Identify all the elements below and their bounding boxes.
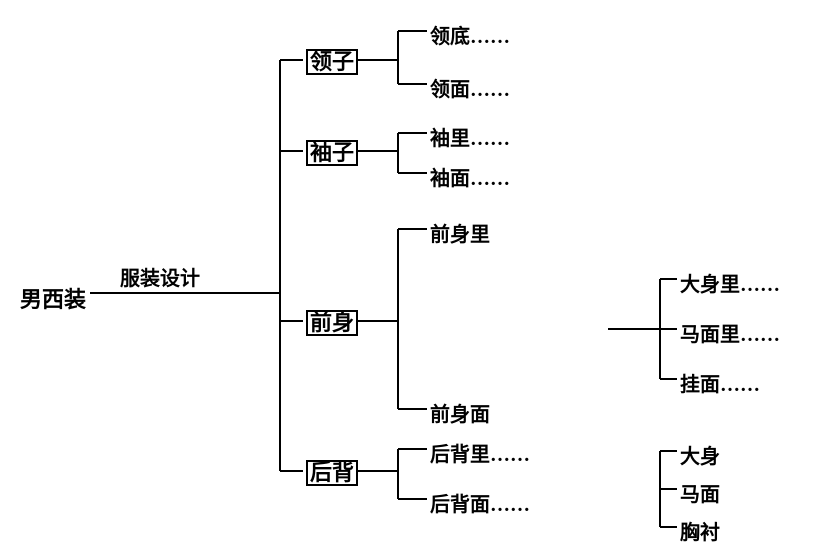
tree-node-l1: 领底…… <box>430 20 510 49</box>
tree-node-l3: 袖里…… <box>430 122 510 151</box>
tree-node-l6: 前身面 <box>430 398 490 427</box>
tree-node-l4: 袖面…… <box>430 162 510 191</box>
tree-node-l7: 后背里…… <box>430 438 530 467</box>
tree-node-l2: 领面…… <box>430 73 510 102</box>
tree-node-n3: 前身 <box>306 310 358 336</box>
tree-node-n4: 后背 <box>306 460 358 486</box>
tree-node-r1: 大身里…… <box>680 268 780 297</box>
tree-node-r4: 大身 <box>680 440 720 469</box>
tree-node-l8: 后背面…… <box>430 488 530 517</box>
tree-node-n1: 领子 <box>306 49 358 75</box>
tree-node-root: 男西装 <box>20 282 86 314</box>
tree-node-r2: 马面里…… <box>680 318 780 347</box>
tree-node-n2: 袖子 <box>306 140 358 166</box>
tree-node-r5: 马面 <box>680 478 720 507</box>
tree-node-edge1: 服装设计 <box>120 262 200 291</box>
tree-node-l5: 前身里 <box>430 218 490 247</box>
tree-node-r6: 胸衬 <box>680 516 720 545</box>
tree-node-r3: 挂面…… <box>680 368 760 397</box>
